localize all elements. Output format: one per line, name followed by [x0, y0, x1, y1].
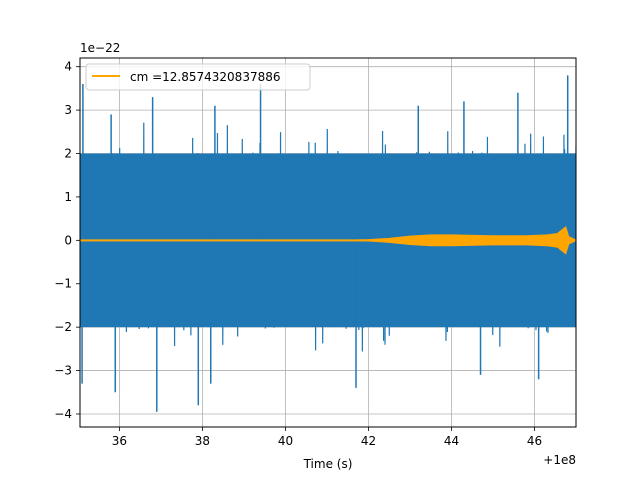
legend: cm =12.8574320837886 — [85, 63, 311, 91]
x-axis-label: Time (s) — [303, 457, 353, 471]
y-tick-label: −1 — [54, 277, 72, 291]
x-tick-label: 36 — [112, 434, 127, 448]
plot-area — [80, 75, 576, 412]
y-tick-label: 0 — [64, 233, 72, 247]
y-tick-label: 2 — [64, 147, 72, 161]
x-tick-label: 46 — [527, 434, 542, 448]
y-tick-label: −3 — [54, 364, 72, 378]
y-axis-scale-label: 1e−22 — [80, 41, 120, 55]
y-tick-label: 3 — [64, 103, 72, 117]
x-tick-label: 40 — [278, 434, 293, 448]
ticks: 36 38 40 42 44 46 −4 −3 −2 −1 0 1 2 3 4 — [54, 60, 542, 448]
y-tick-label: 1 — [64, 190, 72, 204]
y-tick-label: 4 — [64, 60, 72, 74]
x-tick-label: 42 — [361, 434, 376, 448]
y-tick-label: −2 — [54, 320, 72, 334]
axes-frame — [79, 57, 577, 428]
legend-box — [85, 63, 311, 91]
legend-label: cm =12.8574320837886 — [130, 70, 281, 84]
x-tick-label: 44 — [444, 434, 459, 448]
x-axis-offset-label: +1e8 — [543, 453, 576, 467]
x-tick-label: 38 — [195, 434, 210, 448]
y-tick-label: −4 — [54, 407, 72, 421]
